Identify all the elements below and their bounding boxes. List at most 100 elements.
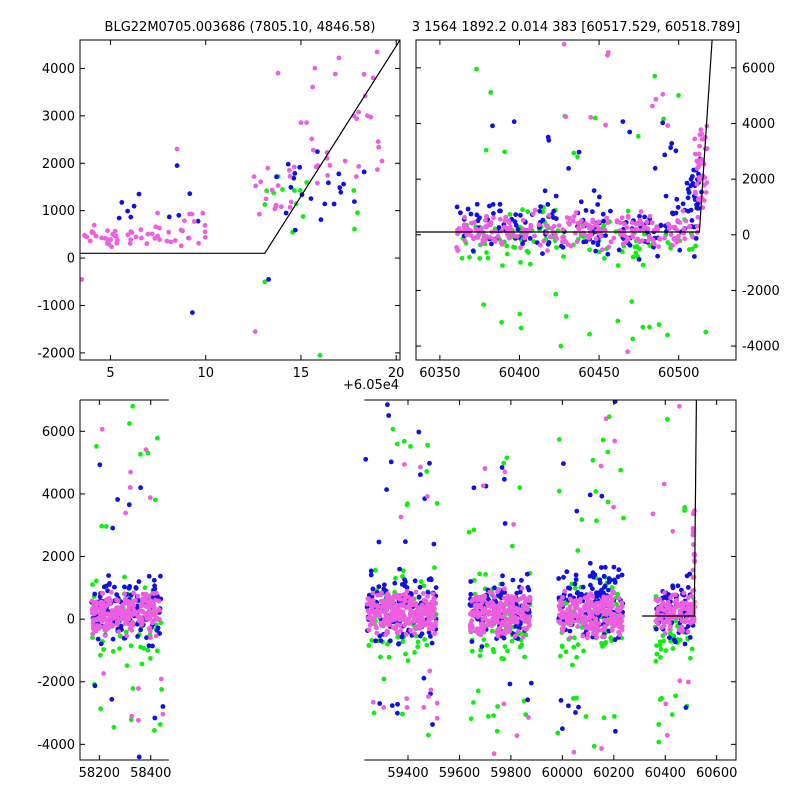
data-point [390, 617, 396, 622]
data-point [606, 587, 611, 593]
data-point [138, 227, 144, 233]
data-point [511, 609, 516, 615]
data-point [662, 590, 667, 595]
data-point [417, 584, 423, 590]
data-point [257, 211, 262, 217]
data-point [668, 624, 673, 629]
data-point [93, 578, 99, 584]
data-point [556, 619, 562, 624]
data-point [494, 728, 500, 734]
data-point [572, 581, 578, 587]
data-point [405, 658, 411, 663]
data-point [374, 630, 380, 636]
data-point [636, 257, 642, 262]
data-point [653, 96, 659, 102]
data-point [559, 614, 564, 620]
data-point [502, 612, 508, 617]
data-point [670, 585, 676, 591]
data-point [178, 227, 184, 233]
data-point [374, 625, 379, 631]
data-point [318, 217, 324, 223]
data-point [519, 586, 525, 591]
data-point [501, 635, 507, 641]
data-point [662, 152, 668, 158]
data-point [424, 469, 430, 474]
data-point [505, 593, 511, 599]
data-point [685, 195, 691, 201]
data-point [573, 572, 579, 578]
data-point [459, 255, 465, 261]
data-point [116, 629, 122, 635]
data-point [577, 613, 582, 619]
data-point [579, 609, 585, 615]
data-point [577, 599, 583, 605]
data-point [553, 291, 559, 297]
data-point [426, 621, 432, 627]
data-point [654, 651, 660, 657]
data-point [421, 583, 427, 589]
data-point [681, 590, 687, 596]
data-point [611, 504, 616, 510]
data-point [488, 622, 494, 627]
data-point [594, 630, 600, 635]
data-point [202, 234, 208, 240]
data-point [415, 639, 421, 645]
data-point [590, 457, 596, 463]
data-point [404, 589, 410, 594]
data-point [151, 617, 157, 623]
data-point [586, 604, 592, 609]
data-point [675, 238, 681, 244]
data-point [663, 648, 669, 653]
x-tick-label: 60400 [645, 766, 686, 781]
data-point [562, 588, 568, 594]
data-point [119, 603, 125, 609]
axes-frame [415, 39, 737, 361]
data-point [658, 223, 664, 229]
data-point [593, 222, 599, 228]
data-point [693, 191, 699, 197]
data-point [566, 703, 571, 709]
data-point [477, 571, 482, 577]
data-point [426, 732, 431, 738]
data-point [502, 644, 508, 649]
data-point [376, 584, 382, 589]
data-point [202, 229, 208, 235]
data-point [471, 485, 477, 491]
data-point [602, 617, 607, 623]
data-point [649, 220, 655, 226]
data-point [691, 574, 697, 580]
data-point [353, 174, 359, 180]
data-point [580, 224, 586, 229]
data-point [617, 605, 623, 611]
data-point [597, 194, 602, 200]
data-point [694, 181, 700, 187]
y-tick-label: -1000 [37, 299, 75, 314]
data-point [426, 694, 431, 699]
data-point [527, 622, 532, 628]
data-point [501, 701, 507, 707]
data-point [650, 237, 656, 243]
data-point [609, 627, 615, 633]
data-point [645, 238, 651, 244]
data-point [521, 616, 526, 622]
data-point [136, 686, 141, 691]
data-point [625, 208, 631, 214]
data-point [671, 224, 676, 230]
data-point [491, 713, 496, 718]
data-point [685, 604, 691, 610]
data-point [616, 247, 622, 253]
data-point [492, 237, 498, 243]
data-point [374, 49, 380, 55]
panel-top-left: BLG22M0705.003686 (7805.10, 4846.58) +6.… [37, 20, 404, 393]
data-point [481, 302, 487, 307]
data-points [80, 49, 385, 358]
data-point [556, 488, 562, 494]
data-point [621, 233, 627, 238]
data-point [699, 157, 705, 162]
data-point [630, 234, 636, 240]
data-point [471, 700, 476, 705]
data-point [124, 663, 130, 668]
data-point [366, 596, 371, 602]
data-point [581, 230, 586, 236]
data-point [703, 190, 709, 195]
